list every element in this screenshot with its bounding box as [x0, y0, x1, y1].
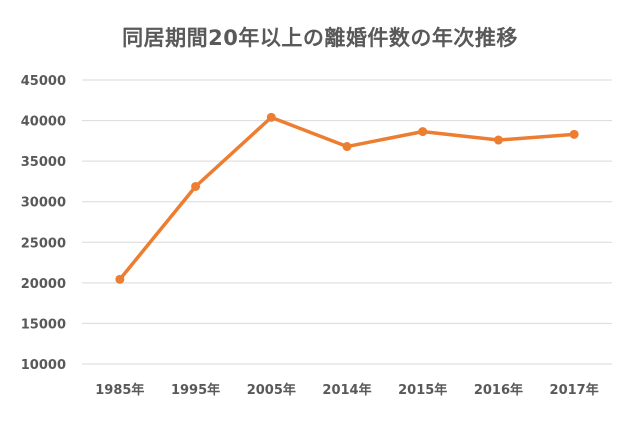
x-tick-label: 1985年: [95, 382, 144, 398]
x-tick-label: 1995年: [171, 382, 220, 398]
data-point: [342, 142, 352, 152]
y-tick-label: 35000: [21, 155, 66, 170]
data-point: [418, 127, 428, 137]
y-tick-label: 20000: [21, 277, 66, 292]
x-tick-label: 2015年: [398, 382, 447, 398]
y-tick-label: 45000: [21, 74, 66, 89]
data-point: [493, 135, 503, 145]
chart-title: 同居期間20年以上の離婚件数の年次推移: [122, 26, 518, 50]
y-tick-label: 10000: [21, 358, 66, 373]
series-line: [118, 115, 576, 282]
y-tick-label: 15000: [21, 317, 66, 332]
data-point: [115, 274, 125, 284]
y-tick-label: 30000: [21, 196, 66, 211]
data-point: [569, 129, 579, 139]
x-tick-label: 2017年: [550, 382, 599, 398]
x-tick-label: 2016年: [474, 382, 523, 398]
x-tick-label: 2014年: [322, 382, 371, 398]
data-point: [191, 181, 201, 191]
y-tick-label: 25000: [21, 236, 66, 251]
y-tick-label: 40000: [21, 115, 66, 130]
x-tick-label: 2005年: [247, 382, 296, 398]
data-point: [266, 112, 276, 122]
